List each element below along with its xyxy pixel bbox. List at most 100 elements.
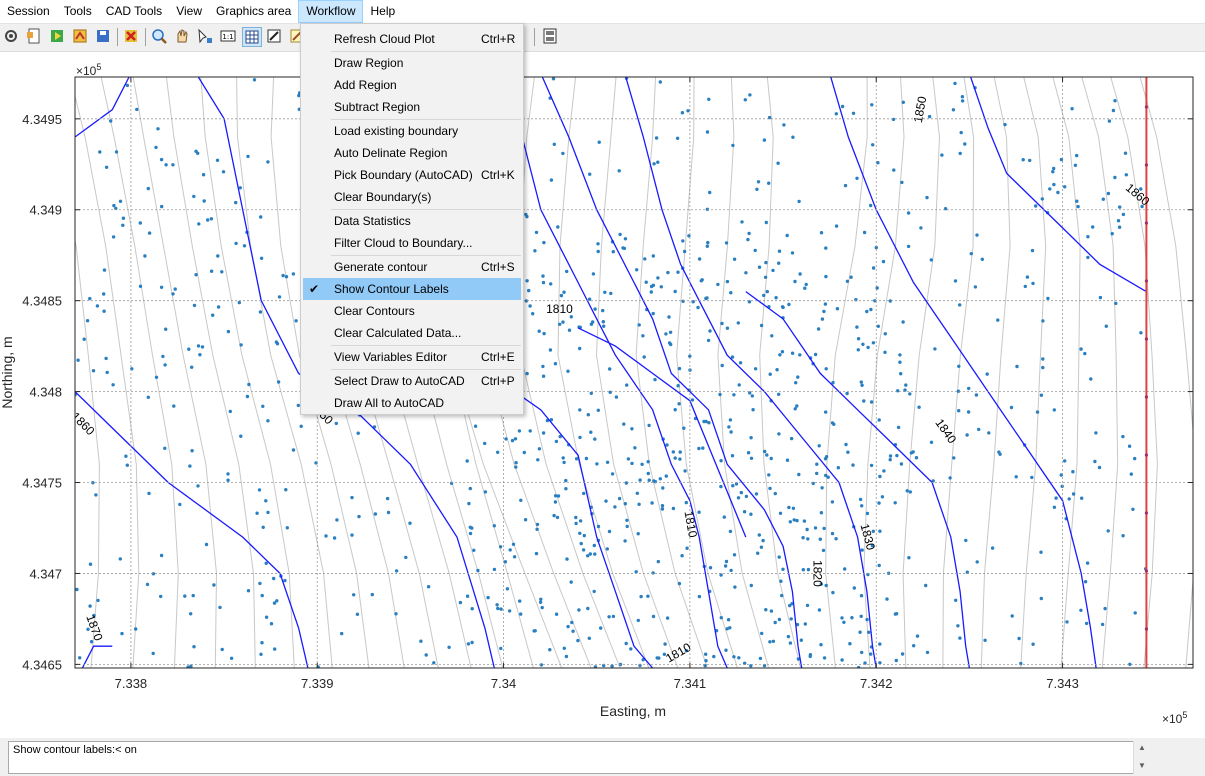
data-point: [255, 511, 259, 515]
menu-item-generate-contour[interactable]: Generate contour Ctrl+S: [303, 256, 521, 278]
edit-button[interactable]: [265, 27, 285, 47]
data-point: [917, 405, 921, 409]
data-point: [671, 450, 675, 454]
data-point: [776, 161, 780, 165]
data-point: [874, 245, 878, 250]
menu-view[interactable]: View: [176, 4, 202, 18]
zoom-in-button[interactable]: [150, 27, 170, 47]
boundary-vertex: [1144, 511, 1149, 515]
menu-item-clear-boundary-s[interactable]: Clear Boundary(s): [303, 186, 521, 208]
data-point: [145, 582, 150, 587]
menu-graphics-area[interactable]: Graphics area: [215, 4, 292, 18]
save-button[interactable]: [94, 27, 114, 47]
data-point: [843, 183, 848, 188]
data-point: [787, 505, 791, 510]
data-point: [664, 474, 668, 478]
graphics-area[interactable]: 1850186018101860185018401810183018201870…: [0, 52, 1205, 738]
menu-cad-tools[interactable]: CAD Tools: [105, 4, 163, 18]
data-point: [578, 346, 582, 351]
data-point: [658, 477, 662, 481]
menu-item-show-contour-labels[interactable]: ✔ Show Contour Labels: [303, 278, 521, 300]
data-point: [858, 630, 862, 634]
data-point: [985, 372, 989, 376]
menu-item-draw-region[interactable]: Draw Region: [303, 52, 521, 74]
menu-separator: [331, 209, 521, 210]
x-tick-label: 7.343: [1046, 676, 1079, 691]
menu-item-select-draw-to-autocad[interactable]: Select Draw to AutoCAD Ctrl+P: [303, 370, 521, 392]
pick-button[interactable]: [196, 27, 216, 47]
menu-item-auto-delinate-region[interactable]: Auto Delinate Region: [303, 142, 521, 164]
data-point: [596, 408, 600, 412]
data-point: [770, 334, 774, 338]
gear-button[interactable]: [2, 27, 22, 47]
data-point: [651, 311, 655, 316]
menu-item-data-statistics[interactable]: Data Statistics: [303, 210, 521, 232]
data-point: [350, 533, 354, 537]
data-point: [577, 608, 581, 612]
scroll-up-icon[interactable]: ▲: [1138, 743, 1146, 752]
data-point: [605, 547, 609, 551]
menu-workflow[interactable]: Workflow: [298, 0, 364, 23]
data-point: [697, 510, 701, 514]
menu-item-view-variables-editor[interactable]: View Variables Editor Ctrl+E: [303, 346, 521, 368]
data-point: [334, 421, 338, 426]
menu-item-clear-contours[interactable]: Clear Contours: [303, 300, 521, 322]
data-point: [1030, 248, 1035, 253]
menu-item-filter-cloud-to-boundary[interactable]: Filter Cloud to Boundary...: [303, 232, 521, 254]
data-point: [845, 391, 849, 396]
pan-hand-button[interactable]: [173, 27, 193, 47]
data-point: [795, 518, 799, 523]
data-point: [1071, 492, 1076, 496]
y-tick-label: 4.349: [29, 203, 62, 218]
data-point: [912, 644, 916, 648]
menu-item-label: Show Contour Labels: [334, 282, 449, 296]
data-point: [266, 419, 270, 423]
data-point: [948, 476, 952, 480]
menu-item-subtract-region[interactable]: Subtract Region: [303, 96, 521, 118]
menu-help[interactable]: Help: [370, 4, 396, 18]
data-point: [226, 472, 230, 476]
menu-item-pick-boundary-autocad[interactable]: Pick Boundary (AutoCAD) Ctrl+K: [303, 164, 521, 186]
contour-plot[interactable]: 1850186018101860185018401810183018201870…: [0, 52, 1205, 738]
data-point: [1015, 364, 1019, 369]
data-point: [680, 111, 685, 115]
grid-button[interactable]: [242, 27, 262, 47]
status-scrollbar[interactable]: ▲ ▼: [1133, 741, 1150, 774]
data-point: [830, 531, 835, 536]
menu-tools[interactable]: Tools: [63, 4, 92, 18]
scroll-down-icon[interactable]: ▼: [1138, 761, 1146, 770]
data-point: [888, 454, 893, 458]
menu-session[interactable]: Session: [7, 4, 50, 18]
new-file-button[interactable]: [25, 27, 45, 47]
data-point: [646, 471, 650, 476]
data-point: [775, 368, 779, 372]
data-point: [706, 240, 710, 245]
data-point: [869, 307, 873, 312]
menu-item-clear-calculated-data[interactable]: Clear Calculated Data...: [303, 322, 521, 344]
menu-item-refresh-cloud-plot[interactable]: Refresh Cloud Plot Ctrl+R: [303, 28, 521, 50]
menu-item-draw-all-to-autocad[interactable]: Draw All to AutoCAD: [303, 392, 521, 414]
data-point: [172, 404, 176, 408]
open-file-button[interactable]: [48, 27, 68, 47]
data-point: [252, 78, 257, 82]
window-button[interactable]: [541, 27, 561, 47]
delete-button[interactable]: [122, 27, 142, 47]
one-to-one-button[interactable]: 1:1: [219, 27, 239, 47]
menu-item-load-existing-boundary[interactable]: Load existing boundary: [303, 120, 521, 142]
data-point: [625, 383, 629, 387]
data-point: [722, 515, 726, 519]
data-point: [111, 383, 115, 387]
data-point: [862, 230, 867, 235]
data-point: [539, 597, 543, 601]
data-point: [644, 280, 648, 284]
data-point: [797, 199, 801, 204]
data-point: [987, 431, 991, 435]
data-point: [794, 381, 798, 385]
menu-item-add-region[interactable]: Add Region: [303, 74, 521, 96]
data-point: [743, 98, 747, 102]
import-button[interactable]: [71, 27, 91, 47]
data-point: [553, 362, 558, 366]
data-point: [1040, 197, 1045, 201]
data-point: [76, 358, 80, 362]
data-point: [724, 241, 729, 245]
